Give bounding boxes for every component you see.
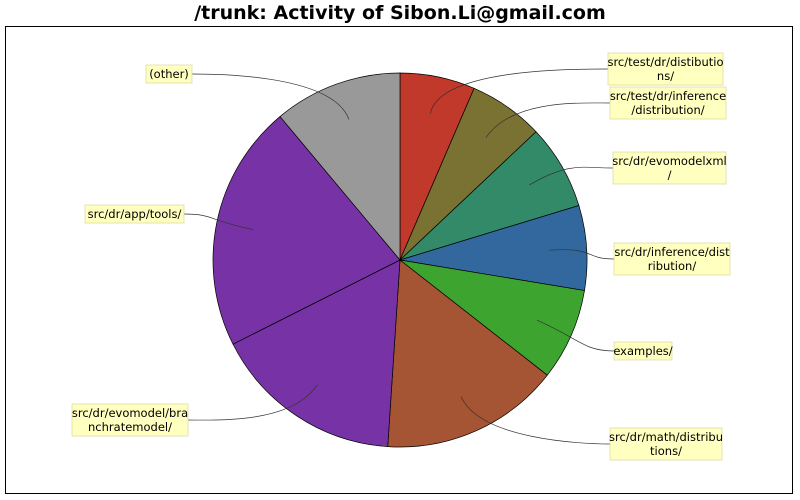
pie-slice-other — [279, 72, 401, 261]
slice-label-box-src-dr-math-distributions — [609, 427, 723, 461]
slice-label-box-src-dr-app-tools — [84, 204, 185, 224]
chart-frame — [5, 26, 793, 494]
leader-line-src-dr-evomodel-branchratemodel — [187, 384, 318, 421]
slice-label-box-src-dr-inference-distribution — [613, 242, 731, 276]
slice-label-box-examples — [613, 341, 673, 361]
slice-label-examples: examples/ — [613, 344, 672, 358]
pie-slice-src-dr-math-distributions — [387, 259, 548, 448]
pie-slice-src-dr-app-tools — [212, 116, 401, 345]
chart-title: /trunk: Activity of Sibon.Li@gmail.com — [194, 2, 606, 24]
slice-label-src-dr-math-distributions: src/dr/math/distribu tions/ — [609, 430, 723, 458]
slice-label-other: (other) — [149, 67, 189, 81]
pie-slice-examples — [399, 259, 585, 376]
pie-slice-src-dr-evomodel-branchratemodel — [232, 259, 401, 447]
slice-label-src-dr-app-tools: src/dr/app/tools/ — [88, 207, 182, 221]
leader-line-examples — [536, 319, 615, 352]
slice-label-src-dr-inference-distribution: src/dr/inference/dist ribution/ — [614, 245, 730, 273]
slice-label-src-dr-evomodel-branchratemodel: src/dr/evomodel/bra nchratemodel/ — [72, 406, 188, 434]
slice-label-box-src-dr-evomodel-branchratemodel — [71, 403, 189, 437]
leader-line-other — [191, 73, 350, 120]
slice-label-src-test-dr-inference-distribution: src/test/dr/inference/distribution/ — [610, 89, 726, 117]
leader-line-src-dr-inference-distribution — [549, 249, 615, 260]
leader-line-src-dr-app-tools — [183, 213, 254, 231]
slice-label-box-src-test-dr-inference-distribution — [609, 86, 727, 120]
slice-label-src-dr-evomodelxml: src/dr/evomodelxml / — [612, 154, 727, 182]
slice-label-box-src-test-dr-distibutions — [607, 52, 724, 86]
slice-label-box-src-dr-evomodelxml — [612, 151, 727, 185]
leader-line-src-dr-math-distributions — [460, 396, 611, 445]
slice-label-src-test-dr-distibutions: src/test/dr/distibutio ns/ — [607, 55, 723, 83]
slice-label-box-other — [145, 64, 193, 84]
leader-line-src-dr-evomodelxml — [529, 166, 614, 186]
leader-line-src-test-dr-inference-distribution — [485, 102, 611, 138]
